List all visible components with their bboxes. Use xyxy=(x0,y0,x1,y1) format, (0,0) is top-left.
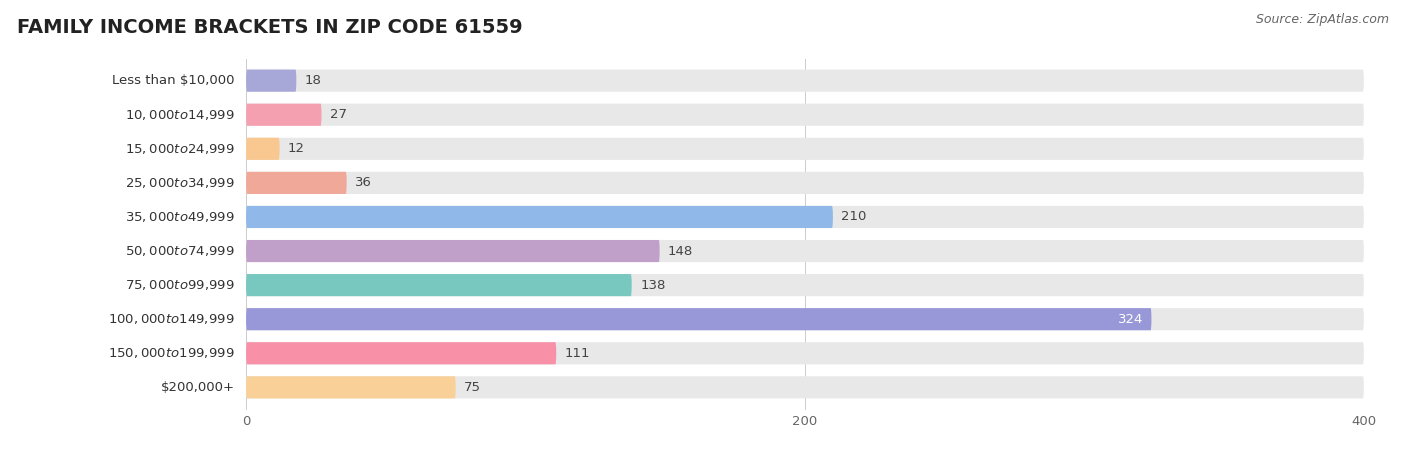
Text: 75: 75 xyxy=(464,381,481,394)
FancyBboxPatch shape xyxy=(246,70,297,92)
FancyBboxPatch shape xyxy=(246,240,1364,262)
Text: 324: 324 xyxy=(1118,313,1143,326)
Text: 148: 148 xyxy=(668,244,693,257)
Text: $10,000 to $14,999: $10,000 to $14,999 xyxy=(125,108,235,122)
FancyBboxPatch shape xyxy=(246,274,631,296)
FancyBboxPatch shape xyxy=(246,206,1364,228)
FancyBboxPatch shape xyxy=(246,274,1364,296)
Text: Less than $10,000: Less than $10,000 xyxy=(112,74,235,87)
Text: 18: 18 xyxy=(305,74,322,87)
Text: 36: 36 xyxy=(356,176,373,189)
Text: $75,000 to $99,999: $75,000 to $99,999 xyxy=(125,278,235,292)
Text: 138: 138 xyxy=(640,279,665,292)
Text: 210: 210 xyxy=(841,211,866,224)
FancyBboxPatch shape xyxy=(246,104,322,126)
Text: $100,000 to $149,999: $100,000 to $149,999 xyxy=(108,312,235,326)
FancyBboxPatch shape xyxy=(246,138,1364,160)
Text: $25,000 to $34,999: $25,000 to $34,999 xyxy=(125,176,235,190)
FancyBboxPatch shape xyxy=(246,206,832,228)
FancyBboxPatch shape xyxy=(246,172,347,194)
Text: 111: 111 xyxy=(565,347,591,360)
FancyBboxPatch shape xyxy=(246,342,1364,364)
FancyBboxPatch shape xyxy=(246,376,1364,398)
Text: $50,000 to $74,999: $50,000 to $74,999 xyxy=(125,244,235,258)
Text: Source: ZipAtlas.com: Source: ZipAtlas.com xyxy=(1256,14,1389,27)
Text: $150,000 to $199,999: $150,000 to $199,999 xyxy=(108,346,235,360)
FancyBboxPatch shape xyxy=(246,376,456,398)
FancyBboxPatch shape xyxy=(246,172,1364,194)
FancyBboxPatch shape xyxy=(246,342,557,364)
Text: FAMILY INCOME BRACKETS IN ZIP CODE 61559: FAMILY INCOME BRACKETS IN ZIP CODE 61559 xyxy=(17,18,523,37)
Text: $200,000+: $200,000+ xyxy=(160,381,235,394)
FancyBboxPatch shape xyxy=(246,70,1364,92)
FancyBboxPatch shape xyxy=(246,308,1364,330)
Text: 27: 27 xyxy=(330,108,347,121)
Text: 12: 12 xyxy=(288,142,305,155)
FancyBboxPatch shape xyxy=(246,104,1364,126)
FancyBboxPatch shape xyxy=(246,138,280,160)
FancyBboxPatch shape xyxy=(246,308,1152,330)
Text: $35,000 to $49,999: $35,000 to $49,999 xyxy=(125,210,235,224)
Text: $15,000 to $24,999: $15,000 to $24,999 xyxy=(125,142,235,156)
FancyBboxPatch shape xyxy=(246,240,659,262)
